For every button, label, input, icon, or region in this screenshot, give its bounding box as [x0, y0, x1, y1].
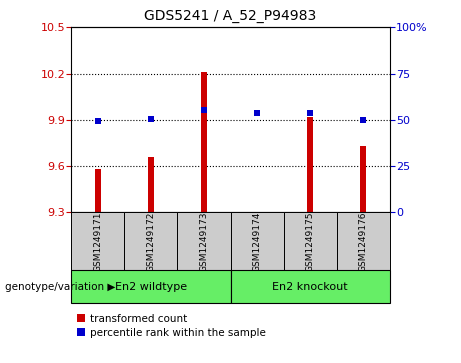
Text: En2 knockout: En2 knockout [272, 282, 348, 292]
Title: GDS5241 / A_52_P94983: GDS5241 / A_52_P94983 [144, 9, 317, 24]
FancyBboxPatch shape [284, 212, 337, 270]
Bar [95, 169, 101, 212]
Text: GSM1249172: GSM1249172 [147, 211, 155, 272]
FancyBboxPatch shape [71, 212, 124, 270]
Bar [360, 146, 366, 212]
Bar [148, 157, 154, 212]
Text: genotype/variation ▶: genotype/variation ▶ [5, 282, 115, 292]
Legend: transformed count, percentile rank within the sample: transformed count, percentile rank withi… [77, 314, 266, 338]
FancyBboxPatch shape [71, 270, 230, 303]
Text: GSM1249173: GSM1249173 [200, 211, 208, 272]
FancyBboxPatch shape [337, 212, 390, 270]
FancyBboxPatch shape [177, 212, 230, 270]
Text: En2 wildtype: En2 wildtype [115, 282, 187, 292]
FancyBboxPatch shape [124, 212, 177, 270]
Bar [201, 72, 207, 212]
FancyBboxPatch shape [230, 270, 390, 303]
Bar [307, 117, 313, 212]
Text: GSM1249175: GSM1249175 [306, 211, 314, 272]
Text: GSM1249171: GSM1249171 [94, 211, 102, 272]
FancyBboxPatch shape [230, 212, 284, 270]
Text: GSM1249174: GSM1249174 [253, 211, 261, 272]
Text: GSM1249176: GSM1249176 [359, 211, 367, 272]
